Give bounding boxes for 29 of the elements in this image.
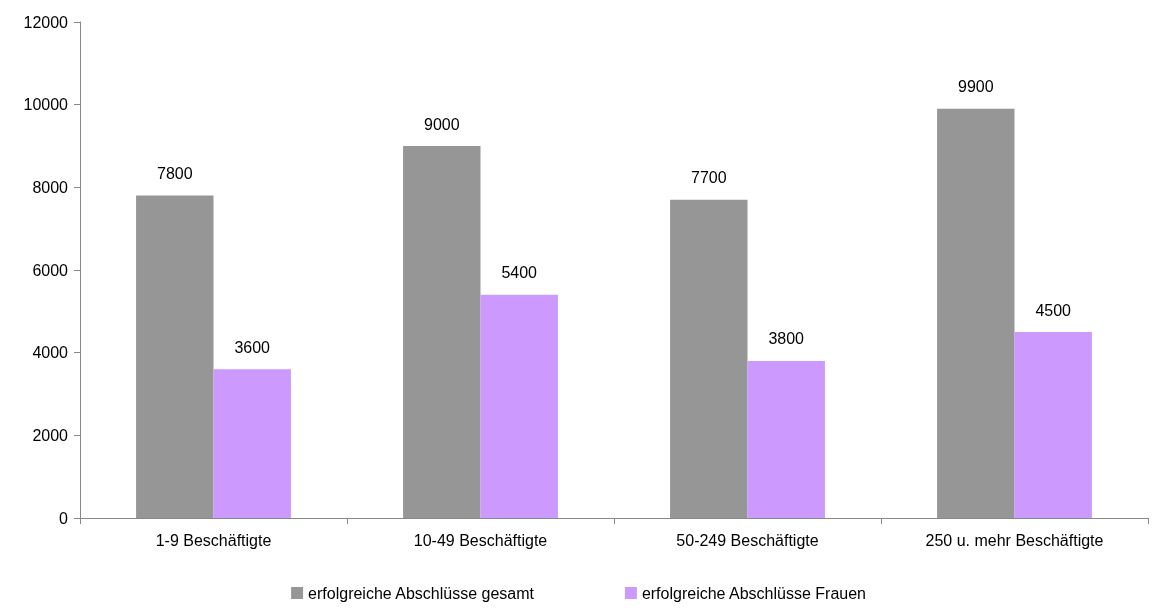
bar xyxy=(213,369,291,518)
bar xyxy=(136,195,214,518)
bar xyxy=(670,199,748,518)
data-label: 9000 xyxy=(423,115,460,133)
data-label: 5400 xyxy=(501,264,538,282)
y-tick-label: 8000 xyxy=(32,178,69,196)
bar xyxy=(403,146,481,518)
legend-label: erfolgreiche Abschlüsse Frauen xyxy=(641,584,867,602)
data-label: 4500 xyxy=(1035,301,1072,319)
data-label: 3800 xyxy=(768,330,805,348)
bar xyxy=(747,360,825,518)
data-label: 7800 xyxy=(156,165,193,183)
y-tick-label: 10000 xyxy=(23,96,69,114)
y-tick-label: 12000 xyxy=(23,13,69,31)
y-tick-label: 4000 xyxy=(32,344,69,362)
data-label: 3600 xyxy=(234,338,271,356)
x-tick-label: 10-49 Beschäftigte xyxy=(413,531,548,549)
x-tick-label: 250 u. mehr Beschäftigte xyxy=(925,531,1104,549)
bar xyxy=(937,108,1015,518)
bar xyxy=(1014,332,1092,518)
y-tick-label: 6000 xyxy=(32,261,69,279)
bar xyxy=(480,294,558,518)
data-label: 7700 xyxy=(690,169,727,187)
x-tick-label: 50-249 Beschäftigte xyxy=(676,531,819,549)
data-label: 9900 xyxy=(957,78,994,96)
legend-label: erfolgreiche Abschlüsse gesamt xyxy=(308,584,535,602)
x-tick-label: 1-9 Beschäftigte xyxy=(155,531,272,549)
y-tick-label: 0 xyxy=(59,509,69,527)
y-tick-label: 2000 xyxy=(32,426,69,444)
